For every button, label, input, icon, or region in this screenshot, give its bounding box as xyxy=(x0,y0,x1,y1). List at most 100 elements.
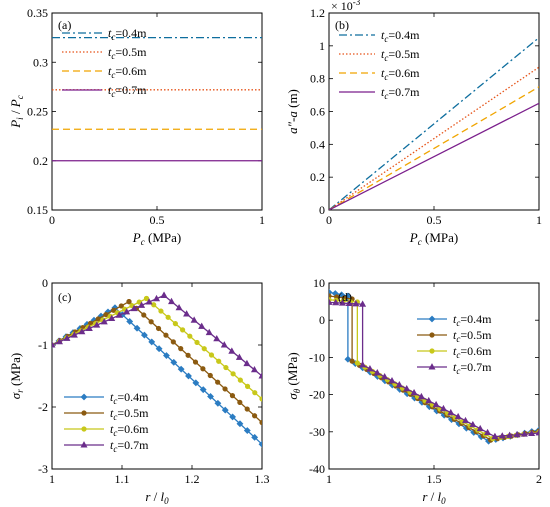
series-marker-1 xyxy=(349,358,355,364)
y-axis-label-sep: / xyxy=(8,107,23,117)
series-marker-3 xyxy=(183,310,191,317)
series-marker-0 xyxy=(192,379,200,387)
legend-t: t xyxy=(381,85,385,99)
series-marker-0 xyxy=(199,386,207,394)
series-marker-2 xyxy=(158,308,164,314)
legend-marker-0 xyxy=(80,393,88,401)
series-marker-2 xyxy=(354,360,360,366)
legend-val: =0.6m xyxy=(115,64,147,78)
series-marker-3 xyxy=(338,299,346,306)
series-marker-1 xyxy=(252,413,258,419)
y-axis-label-main: σ xyxy=(8,392,23,399)
y-tick-label: 0.2 xyxy=(33,154,48,168)
legend-sub: c xyxy=(111,89,115,99)
legend-t: t xyxy=(381,28,385,42)
series-marker-1 xyxy=(118,303,124,309)
series-marker-3 xyxy=(115,311,123,318)
y-tick-label: 1 xyxy=(319,39,325,53)
scale-base: × 10 xyxy=(331,0,353,13)
legend-t: t xyxy=(110,422,114,436)
y-tick-label: 0.3 xyxy=(33,55,48,69)
y-tick-label: 1.2 xyxy=(310,6,325,20)
y-tick-label: 0 xyxy=(319,203,325,217)
series-marker-1 xyxy=(222,386,228,392)
y-tick-label: -10 xyxy=(309,350,325,364)
x-axis-label: Pc (MPa) xyxy=(132,230,181,247)
legend-entry-1: tc=0.5m xyxy=(453,328,492,344)
y-axis-label: a″-a (m) xyxy=(285,89,300,134)
series-marker-3 xyxy=(123,308,131,315)
series-marker-0 xyxy=(155,345,163,353)
plot-frame xyxy=(51,12,263,211)
series-marker-2 xyxy=(143,295,150,302)
series-marker-3 xyxy=(235,353,243,360)
x-axis-label: r / l0 xyxy=(422,489,446,506)
series-marker-3 xyxy=(190,316,198,323)
y-tick-label: -2 xyxy=(38,400,48,414)
series-marker-3 xyxy=(359,361,367,368)
series-marker-3 xyxy=(220,341,228,348)
y-tick-label: 0.8 xyxy=(310,72,325,86)
series-marker-1 xyxy=(192,359,199,365)
series-marker-1 xyxy=(148,319,154,325)
series-marker-2 xyxy=(230,371,236,377)
panel-label: (d) xyxy=(338,290,352,304)
legend-entry-1: tc=0.5m xyxy=(381,47,420,63)
x-axis-label-main2: l xyxy=(438,489,442,504)
series-marker-1 xyxy=(244,406,250,412)
series-group xyxy=(52,36,262,162)
series-marker-2 xyxy=(208,352,215,358)
series-marker-2 xyxy=(187,333,193,339)
series-marker-2 xyxy=(259,396,262,402)
series-marker-0 xyxy=(185,372,192,380)
legend-val: =0.6m xyxy=(117,422,149,436)
legend-val: =0.4m xyxy=(115,26,147,40)
y-tick-label: 0 xyxy=(319,313,325,327)
legend-sub: c xyxy=(384,91,388,101)
legend-val: =0.6m xyxy=(388,66,420,80)
legend-val: =0.4m xyxy=(460,312,492,326)
series-group xyxy=(329,37,539,210)
series-marker-0 xyxy=(251,433,259,441)
legend-t: t xyxy=(110,390,114,404)
series-marker-3 xyxy=(228,347,236,354)
series-marker-3 xyxy=(535,429,539,436)
legend-sub: c xyxy=(113,412,117,422)
legend-entry-3: tc=0.7m xyxy=(453,360,492,376)
legend-val: =0.5m xyxy=(115,45,147,59)
legend-t: t xyxy=(453,360,457,374)
series-group xyxy=(329,288,539,445)
legend-sub: c xyxy=(456,350,460,360)
series-marker-3 xyxy=(168,297,176,305)
legend-marker-0 xyxy=(428,315,436,323)
series-marker-3 xyxy=(469,420,477,428)
x-axis-label: Pc (MPa) xyxy=(409,230,458,247)
series-marker-3 xyxy=(345,299,353,306)
x-axis-label-sub2: 0 xyxy=(441,496,446,506)
legend-t: t xyxy=(108,45,112,59)
series-marker-0 xyxy=(170,358,178,366)
series-marker-0 xyxy=(177,365,185,373)
legend-val: =0.5m xyxy=(460,328,492,342)
x-axis-label-main2: l xyxy=(161,489,165,504)
x-tick-label: 1.5 xyxy=(427,472,442,486)
series-marker-3 xyxy=(175,303,183,311)
series-marker-3 xyxy=(250,365,258,373)
legend-t: t xyxy=(381,47,385,61)
series-marker-2 xyxy=(179,327,186,333)
y-axis-label-sub: θ xyxy=(292,388,302,393)
series-marker-3 xyxy=(484,428,492,436)
series-marker-1 xyxy=(200,366,206,372)
series-marker-3 xyxy=(93,321,101,328)
plot-frame xyxy=(51,282,263,470)
y-tick-label: 0.6 xyxy=(310,105,325,119)
series-marker-0 xyxy=(133,324,141,332)
legend-t: t xyxy=(108,26,112,40)
series-marker-3 xyxy=(491,432,499,440)
series-marker-3 xyxy=(108,314,116,322)
y-tick-label: -1 xyxy=(38,338,48,352)
legend-entry-0: tc=0.4m xyxy=(108,26,147,42)
legend-sub: c xyxy=(384,34,388,44)
series-marker-1 xyxy=(229,393,236,399)
